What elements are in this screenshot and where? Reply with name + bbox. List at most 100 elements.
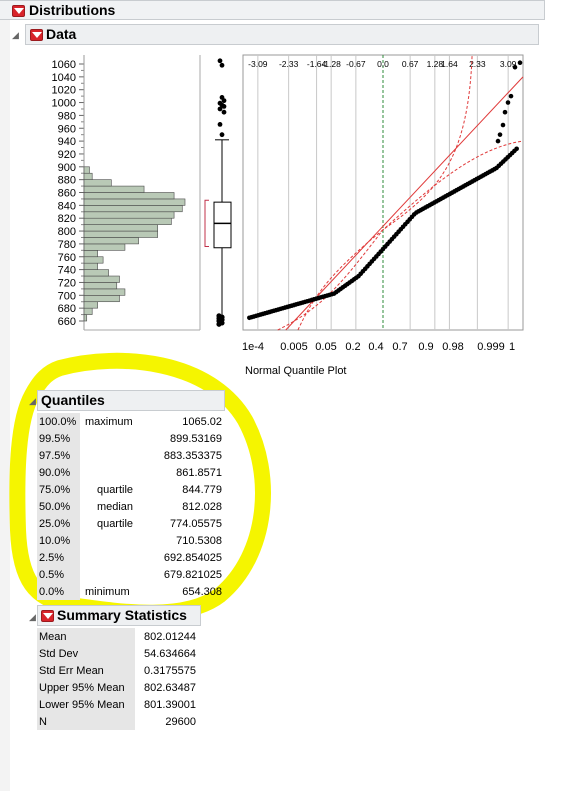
quantile-value: 692.854025 [163,552,222,564]
menu-button-summary[interactable] [41,610,54,622]
histogram-bar [83,301,98,309]
top-tick-label: -3.09 [248,59,268,69]
quantile-row: 25.0% quartile 774.05575 [37,516,227,533]
outlier-point [219,132,225,138]
summary-row: Std Err Mean 0.3175575 [37,663,201,680]
disclosure-quantiles-icon[interactable]: ◢ [29,396,36,406]
left-margin [0,18,10,791]
histogram-bar [83,282,118,290]
quantiles-title: Quantiles [41,392,105,408]
y-tick-label: 720 [58,277,76,289]
quantile-percent: 10.0% [39,535,71,547]
y-tick-label: 820 [58,213,76,225]
histogram-bar [83,256,104,264]
quantile-plot-title: Normal Quantile Plot [245,365,347,377]
bottom-tick-label: 0.2 [345,341,360,353]
dropdown-icon [31,32,42,38]
y-tick-label: 800 [58,226,76,238]
outlier-point [217,121,223,127]
quantile-percent: 97.5% [39,450,71,462]
bottom-tick-label: 0.05 [315,341,336,353]
disclosure-data-icon[interactable]: ◢ [12,30,19,40]
quantiles-header[interactable]: Quantiles [37,390,225,411]
summary-label: Mean [39,631,67,643]
y-tick-label: 900 [58,162,76,174]
menu-button-data[interactable] [30,29,43,41]
summary-row: Mean 802.01244 [37,629,201,646]
y-tick-label: 760 [58,252,76,264]
dropdown-icon [13,8,24,14]
quantile-value: 679.821025 [163,569,222,581]
shortest-half-bracket [204,199,209,247]
summary-label: Lower 95% Mean [39,699,125,711]
y-tick-label: 780 [58,239,76,251]
y-tick-label: 860 [58,188,76,200]
quantile-row: 99.5% 899.53169 [37,431,227,448]
histogram-bar [83,211,175,219]
data-point [505,100,511,105]
y-tick-label: 840 [58,200,76,212]
disclosure-summary-icon[interactable]: ◢ [29,612,36,622]
summary-value: 802.01244 [144,631,196,643]
distributions-header[interactable]: Distributions [0,0,545,20]
menu-button-distributions[interactable] [12,5,25,17]
outlier-point [217,106,223,112]
summary-row: Upper 95% Mean 802.63487 [37,680,201,697]
top-tick-label: 1.64 [441,59,458,69]
quantile-value: 710.5308 [176,535,222,547]
data-point [502,109,508,115]
data-point [514,146,519,152]
summary-value: 54.634664 [144,648,196,660]
outlier-point [216,321,222,327]
top-tick-label: 3.09 [500,59,517,69]
quantile-label: quartile [96,518,134,530]
y-tick-label: 700 [58,290,76,302]
quantile-row: 0.5% 679.821025 [37,567,227,584]
box-plot [204,58,232,327]
top-tick-label: -2.33 [279,59,299,69]
quantiles-label-column [37,413,80,600]
summary-label: N [39,716,47,728]
histogram-bar [83,243,126,251]
quantile-label: quartile [96,484,134,496]
y-tick-label: 960 [58,123,76,135]
histogram-bar [83,262,98,270]
quantile-value: 774.05575 [170,518,222,530]
bottom-tick-label: 0.999 [477,341,505,353]
quantile-percent: 100.0% [39,416,77,428]
histogram-bar [83,179,112,187]
quantile-percent: 25.0% [39,518,71,530]
histogram-bar [83,224,159,232]
data-point [512,64,518,70]
histogram [83,166,186,322]
bottom-tick-label: 1e-4 [242,341,264,353]
bottom-tick-label: 0.7 [392,341,407,353]
box [213,201,232,249]
histogram-bar [83,250,98,258]
histogram-bar [83,307,93,315]
summary-value: 801.39001 [144,699,196,711]
summary-title: Summary Statistics [57,607,187,623]
y-tick-label: 920 [58,149,76,161]
y-tick-label: 660 [58,316,76,328]
bottom-tick-label: 1 [509,341,515,353]
summary-header[interactable]: Summary Statistics [37,605,201,626]
y-tick-label: 1060 [52,59,76,71]
data-header[interactable]: Data [25,24,539,45]
summary-value: 802.63487 [144,682,196,694]
quantile-row: 97.5% 883.353375 [37,448,227,465]
summary-label: Std Dev [39,648,79,660]
summary-label: Std Err Mean [39,665,104,677]
quantile-percent: 0.0% [39,586,65,598]
summary-label: Upper 95% Mean [39,682,125,694]
summary-row: N 29600 [37,714,201,731]
histogram-bar [83,217,172,225]
y-tick-label: 980 [58,110,76,122]
y-tick-label: 1000 [52,98,76,110]
outlier-point [219,95,225,100]
histogram-bar [83,269,109,277]
y-axis: 6606807007207407607808008208408608809009… [52,59,84,328]
histogram-bar [83,166,90,174]
data-point [517,60,523,66]
quantile-row: 100.0% maximum 1065.02 [37,414,227,431]
